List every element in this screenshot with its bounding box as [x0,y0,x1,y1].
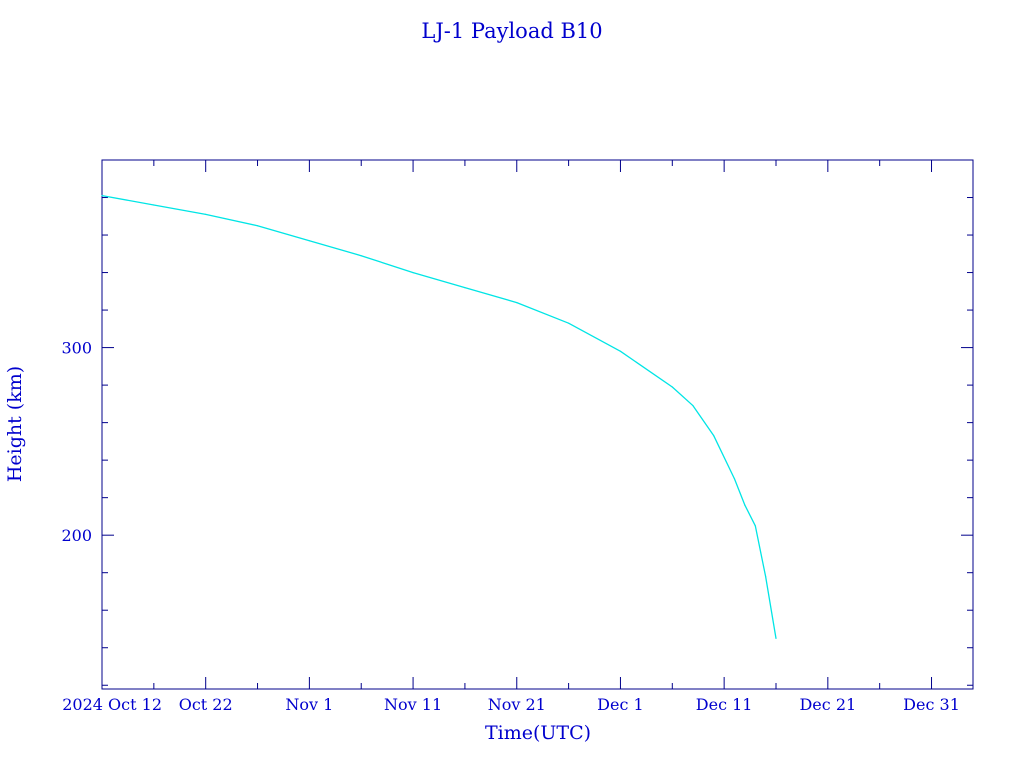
data-point [205,213,207,215]
data-point [692,405,694,407]
data-point [308,240,310,242]
x-tick-label: Dec 1 [597,695,644,714]
y-tick-label: 300 [61,339,92,358]
y-axis-ticks: 200 300 [61,159,973,686]
data-point [754,525,756,527]
data-point [412,272,414,274]
data-point [713,435,715,437]
data-point [765,575,767,578]
x-axis-ticks: 2024 Oct 12 Oct 22 Nov 1 Nov 11 Nov 21 Dec 1 D… [62,160,960,714]
plot-frame [101,159,974,690]
x-tick-label: Nov 1 [285,695,333,714]
series-line [101,194,777,639]
x-tick-label: Dec 31 [903,695,960,714]
x-tick-label: Nov 11 [384,695,442,714]
data-point [775,637,777,640]
data-point [101,195,103,197]
data-point [733,478,736,480]
data-point [464,287,466,289]
x-tick-label: Dec 21 [799,695,856,714]
data-point [256,225,259,227]
data-point [516,302,518,304]
series-layer [101,194,777,640]
x-tick-label: 2024 Oct 12 [62,695,162,714]
data-point [671,386,673,388]
data-point [744,504,746,506]
x-tick-label: Oct 22 [179,695,233,714]
y-tick-label: 200 [61,526,92,545]
chart-title: LJ-1 Payload B10 [421,19,602,43]
data-point [153,204,155,206]
data-point [619,350,622,352]
y-axis-label: Height (km) [4,366,26,482]
data-point [568,322,570,324]
data-point [360,255,362,257]
x-tick-label: Dec 11 [696,695,753,714]
x-axis-label: Time(UTC) [485,722,591,744]
x-tick-label: Nov 21 [488,695,546,714]
